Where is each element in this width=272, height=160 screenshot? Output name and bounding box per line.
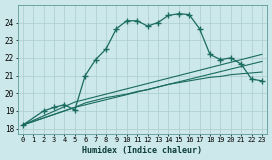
X-axis label: Humidex (Indice chaleur): Humidex (Indice chaleur): [82, 146, 202, 155]
